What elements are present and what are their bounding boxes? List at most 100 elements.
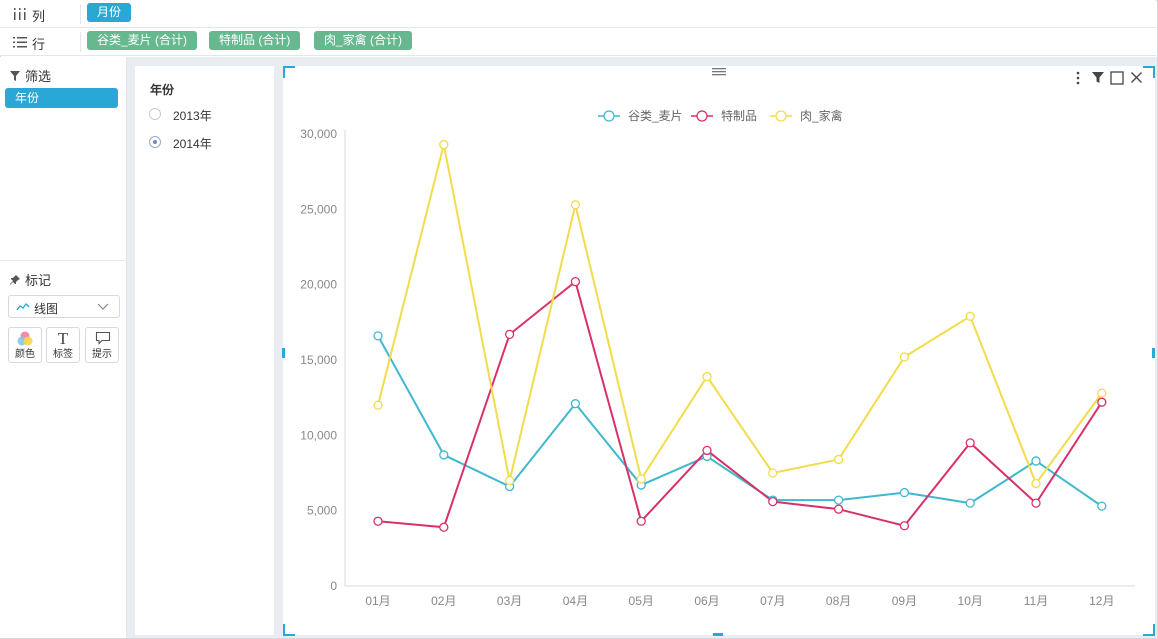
data-point [702, 445, 712, 456]
resize-corner-top-left[interactable] [283, 66, 295, 78]
data-point [702, 371, 712, 382]
series-line [377, 335, 1103, 507]
legend-label: 肉_家禽 [800, 108, 843, 123]
line-chart-icon [16, 303, 30, 311]
mark-type-label: 线图 [34, 302, 59, 316]
color-button[interactable]: 颜色 [8, 327, 42, 363]
tooltip-button[interactable]: 提示 [85, 327, 119, 363]
y-tick-label: 20,000 [300, 278, 337, 292]
label-button-label: 标签 [53, 349, 73, 360]
close-icon[interactable] [1128, 71, 1144, 87]
data-point [1097, 397, 1107, 407]
data-point [504, 329, 515, 340]
data-point [636, 474, 646, 484]
data-point [439, 450, 449, 460]
panel-divider [0, 260, 126, 261]
chart-widget[interactable]: 0 5,000 10,000 15,000 20,000 25,000 30,000 01月 0… [283, 66, 1155, 635]
data-point [965, 438, 975, 448]
data-point [1031, 498, 1041, 508]
drag-handle-icon[interactable] [712, 68, 726, 76]
data-point [965, 498, 975, 508]
y-tick-label: 5,000 [307, 504, 337, 518]
color-button-label: 颜色 [15, 349, 35, 360]
data-point [373, 516, 383, 526]
filter-section-header: 筛选 [9, 66, 51, 85]
more-icon[interactable] [1070, 71, 1086, 87]
filter-icon[interactable] [1090, 71, 1106, 87]
left-panel: 筛选 年份 标记 线图 颜色 T 标签 提示 [0, 57, 127, 638]
y-tick-label: 15,000 [300, 353, 337, 367]
data-point [373, 400, 383, 410]
label-button[interactable]: T 标签 [46, 327, 80, 363]
tooltip-icon [95, 331, 111, 345]
data-point [1031, 478, 1041, 489]
tooltip-button-label: 提示 [92, 349, 112, 360]
data-point [833, 504, 844, 514]
mark-type-select[interactable]: 线图 [8, 295, 120, 318]
data-point [373, 331, 383, 341]
data-point [965, 311, 975, 321]
shelf-divider [80, 4, 81, 24]
radio-button[interactable] [149, 108, 161, 120]
y-tick-label: 10,000 [300, 428, 337, 442]
funnel-icon [10, 71, 20, 81]
pin-icon [10, 275, 20, 285]
year-filter-title: 年份 [150, 83, 175, 97]
row-pill-cereals[interactable]: 谷类_麦片 (合计) [87, 31, 198, 50]
data-point [504, 475, 515, 486]
columns-shelf: 列 月份 [0, 0, 1156, 28]
data-point [570, 399, 581, 409]
row-pill-meat-poultry[interactable]: 肉_家禽 (合计) [314, 31, 413, 50]
color-icon [17, 331, 33, 346]
data-point [899, 487, 910, 498]
series-line [377, 280, 1103, 529]
resize-handle-right[interactable] [1152, 348, 1155, 358]
radio-button-checked[interactable] [149, 136, 161, 148]
y-tick-label: 30,000 [300, 127, 337, 141]
x-tick-label: 11月 [1024, 594, 1048, 608]
legend-swatch-marker [775, 110, 787, 122]
data-point [1097, 501, 1107, 511]
resize-handle-bottom[interactable] [713, 633, 723, 636]
columns-icon [12, 7, 28, 21]
rows-shelf-label: 行 [32, 37, 46, 52]
legend-swatch-marker [696, 110, 708, 122]
x-tick-label: 04月 [563, 594, 588, 608]
data-point [899, 521, 910, 531]
data-point [1097, 388, 1107, 398]
legend-label: 特制品 [721, 108, 757, 123]
x-tick-label: 06月 [694, 594, 719, 608]
x-tick-label: 10月 [958, 594, 983, 608]
maximize-icon[interactable] [1109, 71, 1125, 87]
x-tick-label: 07月 [760, 594, 785, 608]
data-point [439, 522, 449, 532]
line-chart: 0 5,000 10,000 15,000 20,000 25,000 30,000 01月 0… [300, 108, 1135, 608]
data-point [570, 200, 581, 210]
x-tick-label: 03月 [497, 594, 522, 608]
rows-shelf: 行 谷类_麦片 (合计) 特制品 (合计) 肉_家禽 (合计) [0, 28, 1156, 56]
data-point [899, 352, 910, 362]
filter-tag-year[interactable]: 年份 [5, 88, 118, 108]
y-tick-label: 0 [330, 579, 337, 593]
shelf-divider [80, 32, 81, 52]
x-tick-label: 05月 [629, 594, 654, 608]
row-pill-specialty[interactable]: 特制品 (合计) [209, 31, 301, 50]
x-tick-label: 12月 [1089, 594, 1114, 608]
x-tick-label: 01月 [365, 594, 390, 608]
data-point [1031, 456, 1041, 466]
column-pill-month[interactable]: 月份 [87, 3, 132, 22]
marks-header-label: 标记 [25, 273, 52, 288]
x-tick-label: 09月 [892, 594, 917, 608]
resize-corner-top-right[interactable] [1143, 66, 1155, 78]
resize-corner-bottom-left[interactable] [283, 624, 295, 636]
resize-handle-left[interactable] [282, 348, 285, 358]
resize-corner-bottom-right[interactable] [1143, 624, 1155, 636]
year-filter-card: 年份 2013年 2014年 [135, 66, 274, 635]
rows-icon [12, 35, 28, 49]
columns-shelf-label: 列 [32, 9, 46, 24]
data-point [636, 516, 646, 526]
text-icon: T [57, 329, 69, 348]
data-point [768, 496, 778, 507]
legend-label: 谷类_麦片 [628, 109, 683, 123]
year-option-label: 2014年 [173, 137, 212, 151]
